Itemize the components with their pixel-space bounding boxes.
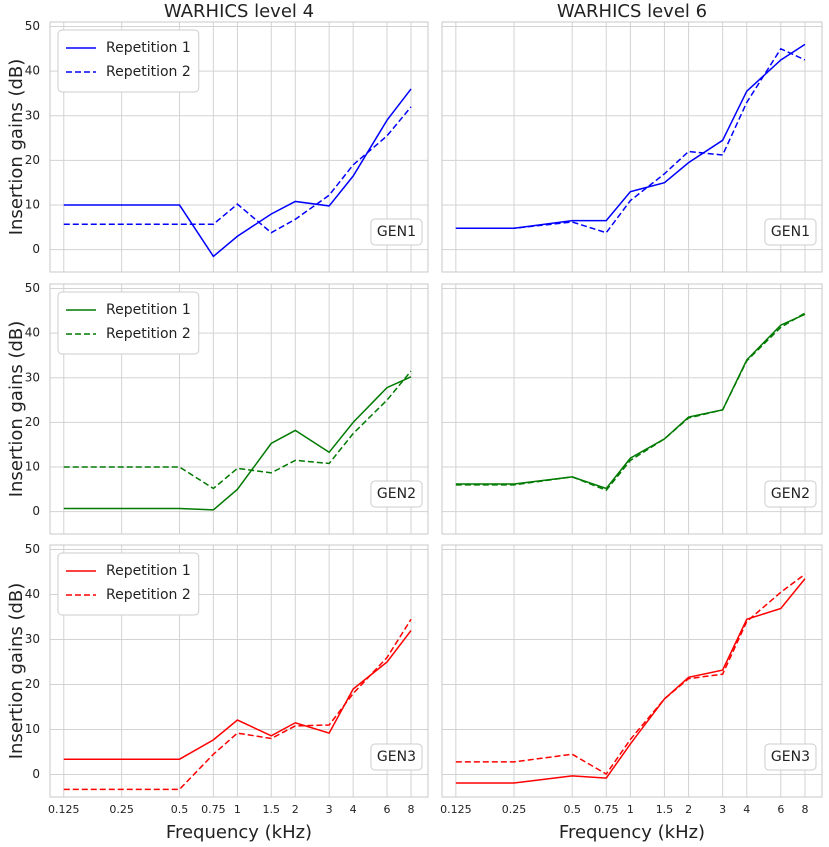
axes-frame [49,544,429,798]
x-axis-label: Frequency (kHz) [166,822,312,843]
x-tick-label: 0.75 [594,803,619,816]
axes-frame [49,21,429,273]
annotation: GEN3 [771,749,810,765]
y-tick-label: 40 [25,587,40,601]
x-tick-label: 2 [685,803,692,816]
data-line [63,618,412,791]
x-tick-label: 6 [384,803,391,816]
x-tick-label: 0.5 [563,803,581,816]
x-tick-label: 8 [408,803,415,816]
annotation: GEN1 [377,224,416,240]
annotation: GEN2 [377,486,416,502]
data-line [63,370,412,490]
y-tick-label: 30 [25,108,40,122]
x-tick-label: 1.5 [263,803,281,816]
y-tick-label: 50 [25,281,40,295]
legend-box [57,291,200,355]
x-tick-label: 3 [719,803,726,816]
data-line [63,106,412,234]
x-tick-label: 4 [350,803,357,816]
x-tick-label: 0.75 [201,803,226,816]
panel-title: WARHICS level 6 [557,1,707,22]
y-tick-label: 20 [25,153,40,167]
x-tick-label: 2 [292,803,299,816]
y-tick-label: 20 [25,415,40,429]
data-line [63,376,412,511]
y-tick-label: 30 [25,632,40,646]
panel: 0 10 20 30 40 50 0.125 0.25 0.5 0.75 1 1.5 2 3 4 6 8 Inse… [6,542,429,843]
panel-title: WARHICS level 4 [164,1,314,22]
axes-frame [441,283,823,535]
x-tick-label: 1 [627,803,634,816]
data-line [455,578,806,784]
annotation-box [764,743,817,771]
annotation-box [370,743,423,771]
legend-label: Repetition 1 [106,40,191,56]
x-tick-label: 0.25 [502,803,527,816]
legend-box [57,552,200,616]
legend-label: Repetition 2 [106,64,191,80]
y-tick-label: 50 [25,542,40,556]
y-tick-label: 30 [25,370,40,384]
y-axis-label: Insertion gains (dB) [6,583,27,760]
x-tick-label: 1.5 [656,803,674,816]
y-tick-label: 20 [25,677,40,691]
y-axis-label: Insertion gains (dB) [6,321,27,498]
panel: WARHICS level 6 GEN1 [441,1,823,273]
legend-label: Repetition 1 [106,302,191,318]
y-tick-label: 50 [25,19,40,33]
y-tick-label: 10 [25,198,40,212]
panel: 0 10 20 30 40 50 WARHICS level 4 Insertion gain… [6,1,429,273]
x-tick-label: 0.125 [48,803,80,816]
annotation-box [764,218,817,246]
x-tick-label: 6 [777,803,784,816]
axes-frame [49,283,429,535]
axes-frame [441,21,823,273]
x-tick-label: 0.125 [440,803,472,816]
data-line [455,43,806,229]
data-line [455,313,806,490]
annotation: GEN2 [771,486,810,502]
annotation-box [370,218,423,246]
y-tick-label: 40 [25,326,40,340]
data-line [63,88,412,258]
panel: 0.125 0.25 0.5 0.75 1 1.5 2 3 4 6 8 Frequency (kHz)… [440,544,823,843]
legend-box [57,29,200,93]
panel: 0 10 20 30 40 50 Insertion gains (dB) GEN2 Repet… [6,281,429,535]
panel: GEN2 [441,283,823,535]
annotation: GEN1 [771,224,810,240]
y-axis-label: Insertion gains (dB) [6,59,27,236]
data-line [455,47,806,234]
annotation-box [370,480,423,508]
annotation: GEN3 [377,749,416,765]
y-tick-label: 0 [32,242,40,256]
y-tick-label: 0 [32,504,40,518]
x-tick-label: 0.25 [109,803,134,816]
legend-label: Repetition 1 [106,563,191,579]
data-line [455,312,806,492]
y-tick-label: 0 [32,767,40,781]
annotation-box [764,480,817,508]
y-tick-label: 40 [25,64,40,78]
data-line [63,630,412,760]
x-tick-label: 3 [326,803,333,816]
x-tick-label: 1 [234,803,241,816]
x-tick-label: 4 [743,803,750,816]
legend-label: Repetition 2 [106,326,191,342]
legend-label: Repetition 2 [106,587,191,603]
data-line [455,573,806,776]
axes-frame [441,544,823,798]
x-axis-label: Frequency (kHz) [559,822,705,843]
x-tick-label: 0.5 [171,803,189,816]
y-tick-label: 10 [25,460,40,474]
x-tick-label: 8 [801,803,808,816]
y-tick-label: 10 [25,722,40,736]
